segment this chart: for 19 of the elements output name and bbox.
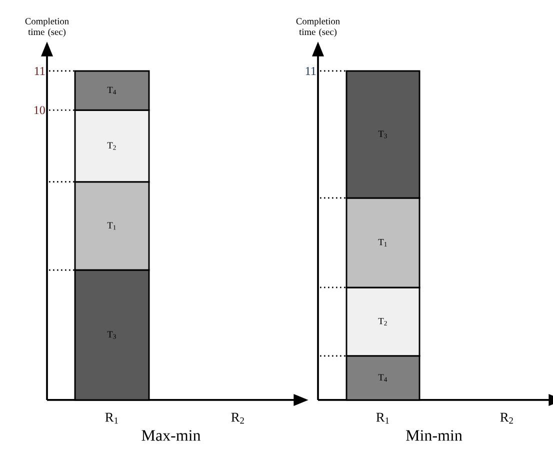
series-label: T$_{4}$: [378, 374, 388, 382]
x-tick-label: R$_{2}$: [231, 412, 244, 424]
text: 11: [34, 67, 45, 75]
x-tick-label: R$_{2}$: [500, 412, 513, 424]
series-label: T$_{4}$: [107, 86, 116, 94]
series-label: T$_{2}$: [107, 142, 116, 150]
series-label: T$_{2}$: [378, 318, 387, 326]
y-axis-title: Completion time (sec): [296, 18, 340, 37]
x-tick-label: R$_{1}$: [376, 412, 389, 424]
text: 10: [34, 106, 45, 114]
series-label: T$_{1}$: [378, 239, 387, 246]
y-axis-title: Completion time (sec): [25, 18, 69, 37]
series-label: T$_{3}$: [378, 130, 387, 138]
text: 11: [306, 67, 316, 75]
series-label: T$_{1}$: [107, 222, 116, 230]
x-tick-label: R$_{1}$: [105, 412, 118, 424]
series-label: T$_{3}$: [107, 331, 116, 339]
x-axis-title: Min-min: [406, 430, 462, 441]
x-axis-title: Max-min: [142, 430, 201, 441]
